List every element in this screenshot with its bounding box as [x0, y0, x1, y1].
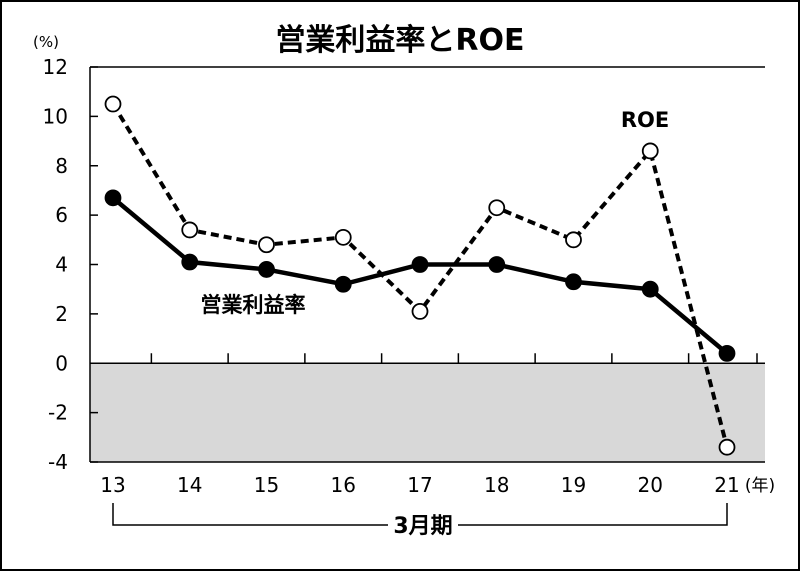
- x-tick-label: 16: [331, 473, 356, 497]
- x-tick-label: 15: [254, 473, 279, 497]
- x-tick-label: 21: [714, 473, 739, 497]
- data-point-operating-margin: [718, 344, 736, 362]
- data-point-operating-margin: [488, 256, 506, 273]
- data-point-operating-margin: [181, 253, 199, 271]
- y-tick-label: 10: [43, 104, 68, 128]
- data-point-operating-margin: [641, 280, 659, 298]
- series-group: [104, 95, 736, 456]
- negative-region-shade: [90, 363, 765, 462]
- series-label-operating-margin: 営業利益率: [201, 293, 306, 317]
- data-point-roe: [488, 199, 506, 217]
- data-point-roe: [104, 95, 122, 113]
- data-point-operating-margin: [411, 256, 429, 273]
- y-tick-label: -4: [48, 450, 68, 474]
- data-point-operating-margin: [258, 261, 275, 278]
- y-axis-unit-label: (%): [33, 33, 59, 51]
- y-axis-ticks: 12 10 8 6 4 2 0 -2 -4: [43, 55, 98, 474]
- x-tick-label: 20: [638, 473, 663, 497]
- plot-area: [89, 66, 765, 463]
- x-tick-label: 19: [561, 473, 586, 497]
- y-tick-label: -2: [48, 401, 68, 425]
- x-tick-label: 18: [484, 473, 509, 497]
- series-label-roe: ROE: [621, 108, 669, 132]
- chart-title: 営業利益率とROE: [275, 23, 524, 58]
- x-tick-label: 17: [407, 473, 432, 497]
- data-point-roe: [641, 142, 659, 160]
- x-axis-group-label: 3月期: [393, 514, 452, 539]
- y-tick-label: 8: [55, 154, 68, 178]
- data-point-operating-margin: [334, 275, 352, 293]
- x-axis-unit-label: (年): [745, 476, 775, 496]
- y-tick-label: 2: [55, 302, 68, 326]
- y-tick-label: 6: [55, 203, 68, 227]
- y-tick-label: 4: [55, 253, 68, 277]
- data-point-roe: [565, 231, 582, 249]
- series-labels: 営業利益率 ROE: [201, 108, 670, 317]
- data-point-roe: [718, 438, 736, 456]
- data-point-operating-margin: [565, 273, 582, 291]
- x-tick-label: 14: [177, 473, 202, 497]
- y-tick-label: 12: [43, 55, 68, 79]
- data-point-operating-margin: [104, 189, 122, 207]
- y-tick-label: 0: [55, 351, 68, 375]
- data-point-roe: [181, 221, 199, 239]
- x-tick-label: 13: [100, 473, 125, 497]
- x-axis-ticks: 13 14 15 16 17 18 19 20 21: [100, 353, 758, 497]
- data-point-roe: [334, 228, 352, 246]
- x-axis-group-bracket: [112, 503, 728, 526]
- data-point-roe: [411, 303, 429, 320]
- data-point-roe: [258, 236, 275, 254]
